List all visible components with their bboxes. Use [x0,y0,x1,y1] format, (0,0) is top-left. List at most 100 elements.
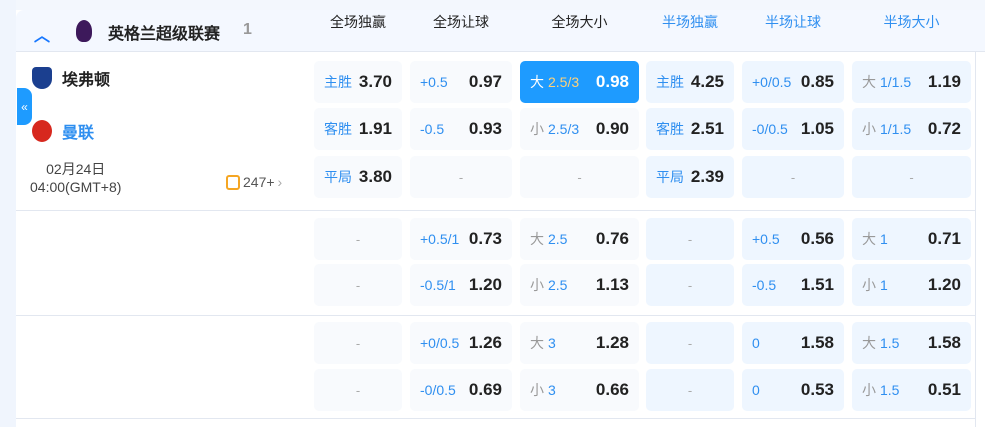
odds-type: 大 [862,335,876,351]
odds-cell[interactable]: -0.5 1.51 [742,264,844,306]
expand-sidebar-button[interactable]: « [17,88,32,125]
odds-cell[interactable]: +0.5 0.97 [410,61,512,103]
odds-cell[interactable]: 大 1 0.71 [852,218,971,260]
column-header[interactable]: 半场大小 [883,14,940,30]
home-team[interactable]: 埃弗顿 [32,66,110,90]
odds-cell[interactable]: +0/0.5 0.85 [742,61,844,103]
odds-cell[interactable]: -0/0.5 1.05 [742,108,844,150]
odds-cell[interactable]: 0 1.58 [742,322,844,364]
premier-league-logo-icon [76,20,92,42]
odds-type: 主胜 [324,74,352,90]
odds-cell[interactable]: 小 1.5 0.51 [852,369,971,411]
handicap-line: +0.5 [420,74,448,90]
odds-label: 平局 [656,167,684,187]
odds-label: +0.5 [752,231,780,247]
odds-value: 0.85 [800,72,834,91]
handicap-line: 1/1.5 [880,74,912,90]
odds-value: 3.80 [358,167,392,186]
handicap-line: +0/0.5 [420,335,460,351]
odds-cell[interactable]: 小 3 0.66 [520,369,639,411]
column-header[interactable]: 半场独赢 [662,14,718,30]
odds-value: 1.13 [595,275,629,294]
column-header[interactable]: 全场让球 [433,14,489,30]
handicap-line: 1 [880,277,888,293]
odds-cell[interactable]: 大 3 1.28 [520,322,639,364]
odds-cell-empty: - [314,322,402,364]
odds-cell[interactable]: 平局 3.80 [314,156,402,198]
odds-label: -0.5 [752,277,776,293]
odds-type: 小 [862,121,876,137]
odds-cell[interactable]: 小 1 1.20 [852,264,971,306]
odds-cell[interactable]: -0.5/1 1.20 [410,264,512,306]
chevron-up-icon[interactable]: ︿ [34,28,51,45]
odds-cell[interactable]: 客胜 1.91 [314,108,402,150]
odds-cell[interactable]: 小 1/1.5 0.72 [852,108,971,150]
odds-type: 客胜 [324,121,352,137]
odds-cell[interactable]: 主胜 4.25 [646,61,734,103]
odds-value: 0.73 [468,229,502,248]
odds-cell-empty: - [646,369,734,411]
odds-cell[interactable]: 大 2.5 0.76 [520,218,639,260]
handicap-line: 1.5 [880,335,900,351]
league-name: 英格兰超级联赛 [108,26,221,43]
column-header[interactable]: 全场独赢 [330,14,386,30]
column-header[interactable]: 半场让球 [765,14,821,30]
league-match-count: 1 [243,21,252,38]
odds-cell[interactable]: +0.5 0.56 [742,218,844,260]
odds-label: +0/0.5 [752,74,791,90]
odds-cell[interactable]: 平局 2.39 [646,156,734,198]
more-markets-link[interactable]: 247+ › [226,174,282,190]
odds-cell-empty: - [646,264,734,306]
odds-value: 2.51 [690,119,724,138]
man-utd-badge-icon [32,120,52,142]
odds-type: 大 [530,335,544,351]
odds-cell[interactable]: -0/0.5 0.69 [410,369,512,411]
odds-type: 小 [530,277,544,293]
handicap-line: 1 [880,231,888,247]
odds-label: 主胜 [324,72,352,92]
odds-label: -0.5 [420,121,444,137]
odds-cell[interactable]: 0 0.53 [742,369,844,411]
column-header[interactable]: 全场大小 [551,14,608,30]
odds-cell-empty: - [410,156,512,198]
handicap-line: -0.5 [752,277,777,293]
odds-value: 1.20 [468,275,502,294]
handicap-line: 2.5 [548,277,568,293]
odds-cell[interactable]: 小 2.5/3 0.90 [520,108,639,150]
odds-value: 1.91 [358,119,392,138]
odds-cell[interactable]: 客胜 2.51 [646,108,734,150]
handicap-line: +0.5/1 [420,231,460,247]
handicap-line: 2.5 [548,231,568,247]
handicap-line: 3 [548,382,556,398]
odds-value: 2.39 [690,167,724,186]
odds-cell-empty: - [520,156,639,198]
odds-label: -0/0.5 [752,121,788,137]
divider [16,315,976,316]
odds-type: 大 [530,74,544,90]
odds-cell[interactable]: -0.5 0.93 [410,108,512,150]
handicap-line: -0.5/1 [420,277,456,293]
odds-value: 4.25 [690,72,724,91]
odds-type: 小 [862,277,876,293]
odds-cell[interactable]: +0/0.5 1.26 [410,322,512,364]
odds-value: 0.53 [800,380,834,399]
odds-cell[interactable]: 小 2.5 1.13 [520,264,639,306]
odds-type: 平局 [656,169,684,185]
odds-value: 1.58 [927,333,961,352]
odds-cell-empty: - [852,156,971,198]
odds-label: +0.5/1 [420,231,459,247]
scrollbar[interactable] [975,52,976,427]
odds-cell[interactable]: 大 1/1.5 1.19 [852,61,971,103]
away-team[interactable]: 曼联 [32,119,94,143]
match-datetime: 02月24日 04:00(GMT+8) [30,160,121,196]
odds-value: 0.56 [800,229,834,248]
odds-cell[interactable]: 大 2.5/3 0.98 [520,61,639,103]
top-strip [16,0,985,10]
odds-type: 小 [862,382,876,398]
odds-cell[interactable]: +0.5/1 0.73 [410,218,512,260]
odds-cell[interactable]: 大 1.5 1.58 [852,322,971,364]
league-header[interactable]: ︿ 英格兰超级联赛 1 [16,10,985,52]
odds-value: 0.51 [927,380,961,399]
odds-cell[interactable]: 主胜 3.70 [314,61,402,103]
